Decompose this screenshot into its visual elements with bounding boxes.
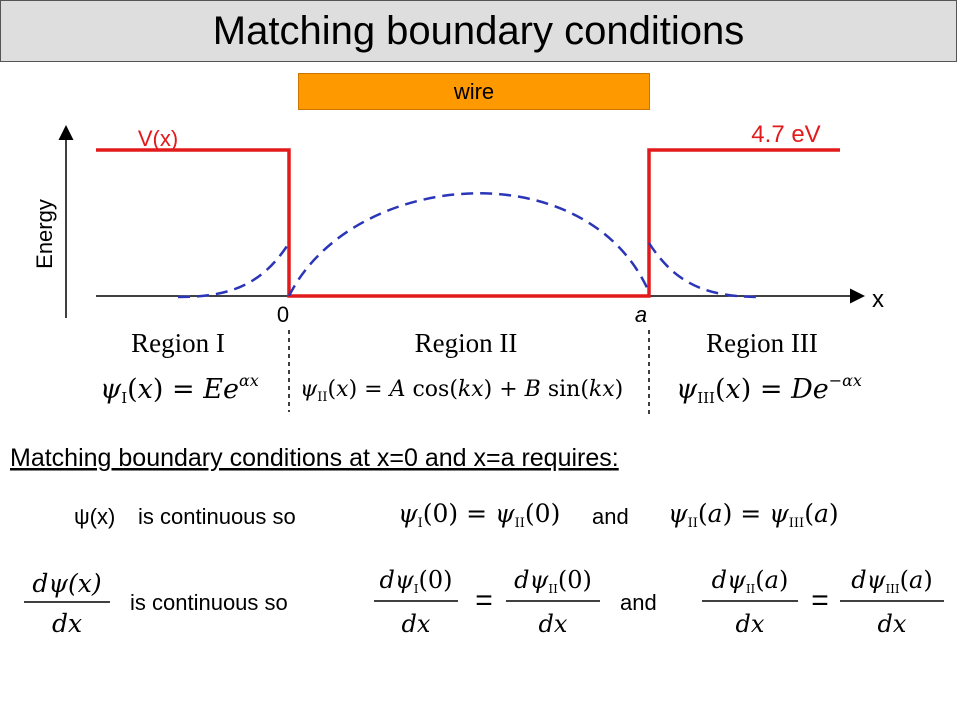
svg-text:dx: dx xyxy=(52,609,82,638)
region-label-1: Region I xyxy=(131,328,225,358)
condition-1b: ψII(a) = ψIII(a) xyxy=(668,499,839,531)
derivative-psi: dψ(x) dx xyxy=(24,569,110,638)
svg-text:dψI(0): dψI(0) xyxy=(380,566,453,596)
wavefunction-region-1 xyxy=(177,242,291,299)
svg-text:dx: dx xyxy=(736,610,765,638)
x-axis-label: x xyxy=(872,286,884,313)
equation-region-1: ψI(x) = Eeαx xyxy=(100,371,259,407)
svg-text:dψII(a): dψII(a) xyxy=(712,566,789,596)
equation-region-3: ψIII(x) = De−αx xyxy=(676,371,862,407)
condition-1a: ψI(0) = ψII(0) xyxy=(398,499,560,531)
barrier-height-label: 4.7 eV xyxy=(751,121,820,148)
title-bar: Matching boundary conditions xyxy=(0,0,957,62)
and-2: and xyxy=(620,590,657,615)
conditions-heading: Matching boundary conditions at x=0 and … xyxy=(10,444,619,472)
continuous-so-2: is continuous so xyxy=(130,590,288,615)
svg-text:dx: dx xyxy=(402,610,431,638)
a-label: a xyxy=(635,302,647,327)
continuous-so-1: is continuous so xyxy=(138,504,296,529)
and-1: and xyxy=(592,504,629,529)
svg-text:dx: dx xyxy=(878,610,907,638)
wavefunction-region-3 xyxy=(647,242,761,299)
wire-label-box: wire xyxy=(298,73,650,110)
energy-axis-label: Energy xyxy=(32,199,57,269)
page-title: Matching boundary conditions xyxy=(212,8,745,53)
equation-region-2: ψII(x) = A cos(kx) + B sin(kx) xyxy=(300,377,623,405)
region-label-2: Region II xyxy=(415,328,518,358)
potential-label: V(x) xyxy=(138,126,178,151)
svg-text:=: = xyxy=(475,584,493,617)
psi-label: ψ(x) xyxy=(74,504,115,529)
potential-curve xyxy=(96,148,840,298)
region-label-3: Region III xyxy=(706,328,818,358)
svg-text:dψIII(a): dψIII(a) xyxy=(851,566,932,596)
condition-2a: dψI(0) dx = dψII(0) dx xyxy=(374,566,600,638)
svg-text:dψ(x): dψ(x) xyxy=(32,569,101,598)
origin-label: 0 xyxy=(277,302,289,327)
condition-2b: dψII(a) dx = dψIII(a) dx xyxy=(702,566,944,638)
svg-text:dx: dx xyxy=(539,610,568,638)
svg-text:dψII(0): dψII(0) xyxy=(514,566,592,596)
svg-text:=: = xyxy=(811,584,829,617)
wavefunction-region-2 xyxy=(287,192,651,297)
wire-label: wire xyxy=(453,78,495,104)
